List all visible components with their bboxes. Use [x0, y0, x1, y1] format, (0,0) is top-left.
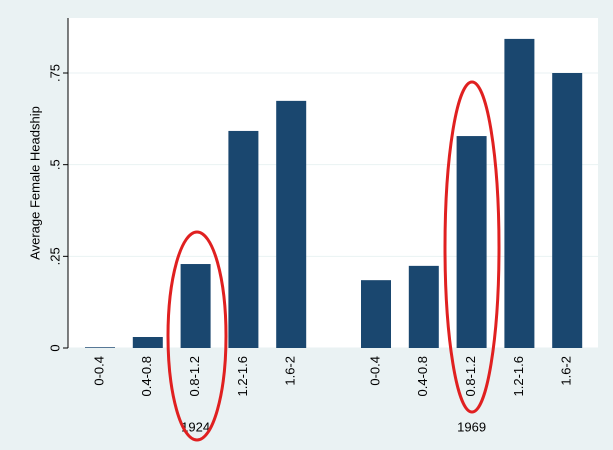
bar: [361, 280, 391, 348]
x-tick-label: 0.4-0.8: [139, 356, 154, 396]
x-tick-label: 0-0.4: [367, 356, 382, 386]
y-tick-label: .5: [47, 159, 62, 170]
chart-layer: 0 .25 .5 .75 0-0.4 0.4-0.8 0.8-1.2 1.2-1.6 1.6-2…: [47, 38, 598, 434]
x-tick-label: 0.8-1.2: [187, 356, 202, 396]
group-label: 1924: [181, 419, 210, 434]
bar: [408, 265, 439, 348]
y-tick-label: .75: [47, 64, 62, 82]
group-label: 1969: [457, 419, 486, 434]
bar: [504, 38, 535, 349]
bar: [456, 136, 487, 348]
y-tick-label: 0: [47, 344, 62, 351]
x-tick-label: 0.4-0.8: [415, 356, 430, 396]
x-tick-label: 1.2-1.6: [511, 356, 526, 396]
x-tick-label: 0.8-1.2: [463, 356, 478, 396]
bar: [132, 337, 163, 348]
bar: [85, 347, 115, 348]
bar: [276, 100, 307, 348]
x-tick-label: 1.6-2: [283, 356, 298, 386]
highlight-ellipse: [166, 230, 228, 442]
x-tick-label: 1.6-2: [559, 356, 574, 386]
x-tick-label: 1.2-1.6: [235, 356, 250, 396]
bar: [180, 264, 211, 348]
highlight-ellipse: [443, 80, 501, 414]
y-axis-title: Average Female Headship: [27, 106, 42, 260]
bar: [228, 130, 259, 348]
y-tick-label: .25: [47, 247, 62, 265]
bar: [552, 73, 583, 348]
x-tick-label: 0-0.4: [91, 356, 106, 386]
